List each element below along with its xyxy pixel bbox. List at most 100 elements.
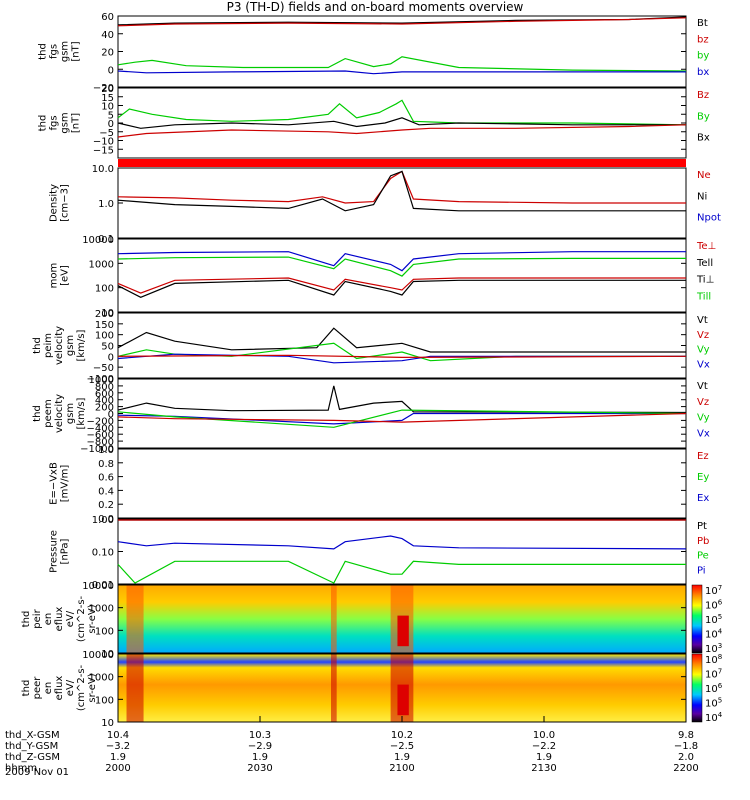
x-tick-label: 2100 [389, 763, 414, 774]
x-row-label: hhmm [5, 763, 37, 774]
y-axis-label: en [43, 613, 54, 626]
series-line [117, 354, 687, 359]
colorbar-label: 108 [705, 653, 722, 666]
series-line [117, 256, 686, 277]
panel-frame [117, 584, 687, 654]
x-tick-label: 1.9 [110, 752, 126, 763]
y-tick-label: 0.10 [92, 548, 114, 559]
series-line [117, 117, 686, 129]
x-tick-label: 2130 [531, 763, 556, 774]
x-tick-label: 9.8 [678, 730, 694, 741]
y-axis-label: thd [21, 680, 32, 697]
legend-entry: Pt [697, 521, 707, 532]
x-tick-label: 10.3 [249, 730, 271, 741]
x-row-label: thd_X-GSM [5, 730, 60, 741]
y-tick-label: 1000 [89, 604, 114, 615]
y-axis-label: thd [32, 337, 43, 354]
y-axis-label: eflux [54, 607, 65, 632]
y-axis-label: peir [32, 608, 43, 628]
series-line [117, 412, 687, 423]
y-axis-label: eV/ [65, 679, 76, 696]
y-axis-label: fgs [49, 115, 60, 130]
y-tick-label: 200 [95, 403, 114, 414]
y-tick-label: 1.0 [98, 445, 114, 456]
y-tick-label: 0.1 [98, 234, 114, 245]
panel-2 [118, 159, 686, 167]
y-tick-label: 10 [101, 102, 114, 113]
y-axis-label: en [43, 682, 54, 695]
legend-entry: Bz [697, 90, 709, 101]
y-axis-label: eflux [54, 676, 65, 701]
y-tick-label: 60 [101, 12, 114, 23]
series-line [117, 70, 686, 75]
y-axis-label: thd [21, 611, 32, 628]
spectrogram-dip [126, 654, 144, 722]
y-tick-label: 0 [108, 119, 114, 130]
y-axis-label: [km/s] [76, 397, 87, 429]
legend-entry: Till [696, 291, 711, 302]
spectrogram-dip [126, 585, 144, 653]
series-line [117, 560, 686, 584]
y-axis-label: [nT] [71, 41, 82, 61]
panel-0: 60 40 20 0 −20 thd fgs gsm [nT] Bt bz by bx [38, 12, 710, 94]
legend-entry: Ez [697, 451, 709, 462]
y-axis-label: peer [32, 676, 43, 700]
y-axis-label: gsm [60, 112, 71, 133]
panel-band [118, 159, 686, 167]
y-tick-label: 1.0 [98, 199, 114, 210]
legend-entry: Vy [697, 413, 710, 424]
x-tick-label: 10.2 [391, 730, 413, 741]
y-tick-label: 100 [95, 695, 114, 706]
colorbar [691, 653, 703, 723]
y-axis-label: [nPa] [60, 538, 71, 564]
y-tick-label: 0.4 [98, 486, 114, 497]
x-tick-label: 10.4 [107, 730, 129, 741]
chart-title: P3 (TH-D) fields and on-board moments ov… [226, 0, 524, 14]
y-axis-label: [eV] [60, 265, 71, 286]
y-tick-label: 600 [95, 389, 114, 400]
y-tick-label: 0.01 [92, 580, 114, 591]
y-tick-label: 0.6 [98, 473, 114, 484]
y-tick-label: 1000 [89, 673, 114, 684]
panel-4: 10000 1000 100 10 mom [eV] Te⊥ Tell Ti⊥ Till [49, 235, 717, 319]
legend-entry: bz [697, 34, 709, 45]
legend-entry: Tell [696, 258, 713, 269]
y-tick-label: 0.0 [98, 514, 114, 525]
series-line [117, 251, 686, 272]
panel-3: 10.0 1.0 0.1 Density [cm−3] Ne Ni Npot [49, 164, 721, 245]
y-tick-label: 0 [108, 352, 114, 363]
y-tick-label: 1.00 [92, 515, 114, 526]
y-tick-label: 400 [95, 396, 114, 407]
legend-entry: Ex [697, 493, 709, 504]
colorbar-label: 107 [705, 584, 722, 597]
legend-entry: Pi [697, 565, 706, 576]
legend-entry: Bt [697, 18, 708, 29]
y-tick-label: −1000 [80, 444, 114, 455]
legend-entry: Pb [697, 536, 709, 547]
x-tick-label: −2.2 [532, 741, 556, 752]
colorbar-label: 107 [705, 668, 722, 681]
panel-7: 1.0 0.8 0.6 0.4 0.2 0.0 E=−VxB [mV/m] Ez Ey Ex [49, 445, 710, 525]
spectrogram-dip [331, 654, 337, 722]
y-tick-label: −800 [87, 437, 114, 448]
y-axis-label: gsm [65, 403, 76, 424]
y-tick-label: 150 [95, 320, 114, 331]
y-axis-label: mom [49, 263, 60, 289]
legend-entry: Vx [697, 359, 710, 370]
y-tick-label: −50 [93, 363, 114, 374]
y-tick-label: 10000 [82, 235, 114, 246]
colorbar-label: 104 [705, 628, 723, 641]
series-line [117, 342, 686, 362]
y-tick-label: 10.0 [92, 164, 114, 175]
panel-8: 1.00 0.10 0.01 Pressure [nPa] Pt Pb Pe Pi [49, 515, 710, 591]
y-tick-label: 0 [108, 65, 114, 76]
y-tick-label: 50 [101, 342, 114, 353]
legend-entry: Vy [697, 345, 710, 356]
y-axis-label: gsm [65, 335, 76, 356]
y-tick-label: −20 [93, 83, 114, 94]
y-axis-label: thd [38, 115, 49, 132]
x-tick-label: 1.9 [252, 752, 268, 763]
colorbar-label: 105 [705, 697, 722, 710]
